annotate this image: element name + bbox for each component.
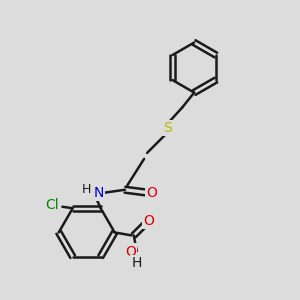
Text: O: O: [146, 186, 157, 200]
Text: Cl: Cl: [45, 198, 59, 212]
Text: O: O: [125, 244, 136, 259]
Text: N: N: [93, 186, 104, 200]
Text: S: S: [163, 121, 172, 135]
Text: H: H: [81, 183, 91, 196]
Text: H: H: [132, 256, 142, 270]
Text: O: O: [143, 214, 154, 228]
